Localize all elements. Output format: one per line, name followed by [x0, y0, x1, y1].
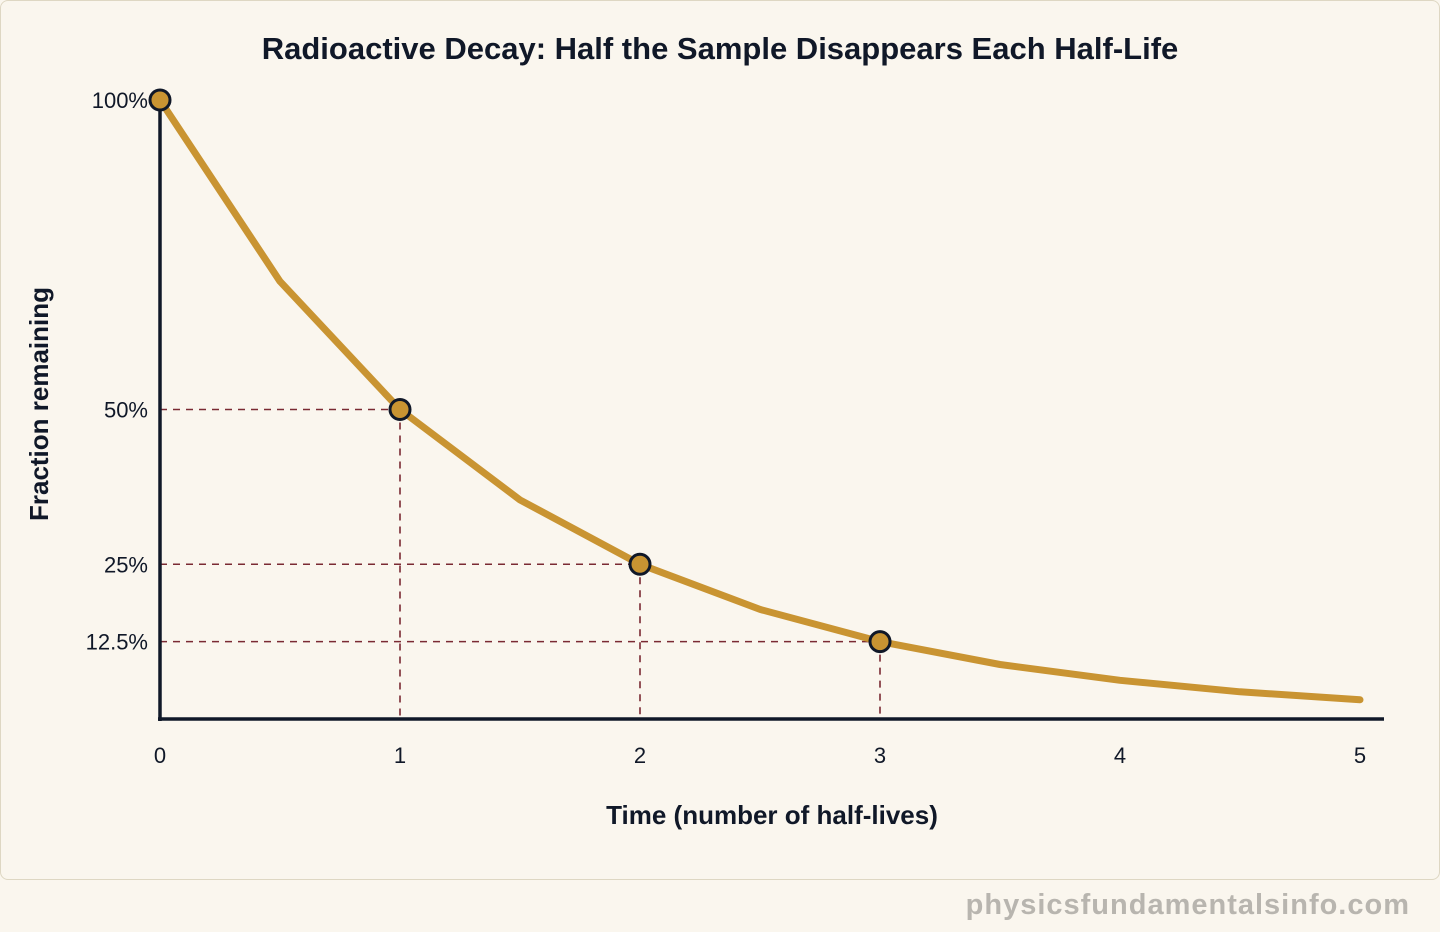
x-tick-label: 1	[394, 743, 406, 768]
x-tick-label: 4	[1114, 743, 1126, 768]
x-tick-label: 0	[154, 743, 166, 768]
y-tick-label: 50%	[104, 398, 148, 423]
axes	[158, 98, 1384, 721]
guide-lines	[160, 408, 881, 719]
x-axis-label: Time (number of half-lives)	[606, 800, 938, 830]
x-tick-label: 2	[634, 743, 646, 768]
chart-title: Radioactive Decay: Half the Sample Disap…	[262, 31, 1179, 66]
y-tick-label: 100%	[92, 88, 148, 113]
y-axis-label: Fraction remaining	[24, 287, 54, 521]
decay-curve	[156, 96, 1364, 704]
data-point-marker	[388, 398, 412, 421]
decay-curve-line	[156, 96, 1364, 704]
data-point-marker	[628, 552, 652, 576]
x-tick-label: 5	[1354, 743, 1366, 768]
half-life-markers	[148, 88, 892, 654]
y-tick-label: 25%	[104, 552, 148, 577]
data-point-marker	[868, 630, 892, 654]
chart-card	[0, 0, 1440, 880]
tick-labels: 0 1 2 3 4 5 100% 50% 25% 12.5%	[86, 88, 1367, 768]
data-point-marker	[148, 88, 172, 112]
watermark: physicsfundamentalsinfo.com	[965, 889, 1410, 921]
y-tick-label: 12.5%	[86, 630, 148, 655]
x-tick-label: 3	[874, 743, 886, 768]
